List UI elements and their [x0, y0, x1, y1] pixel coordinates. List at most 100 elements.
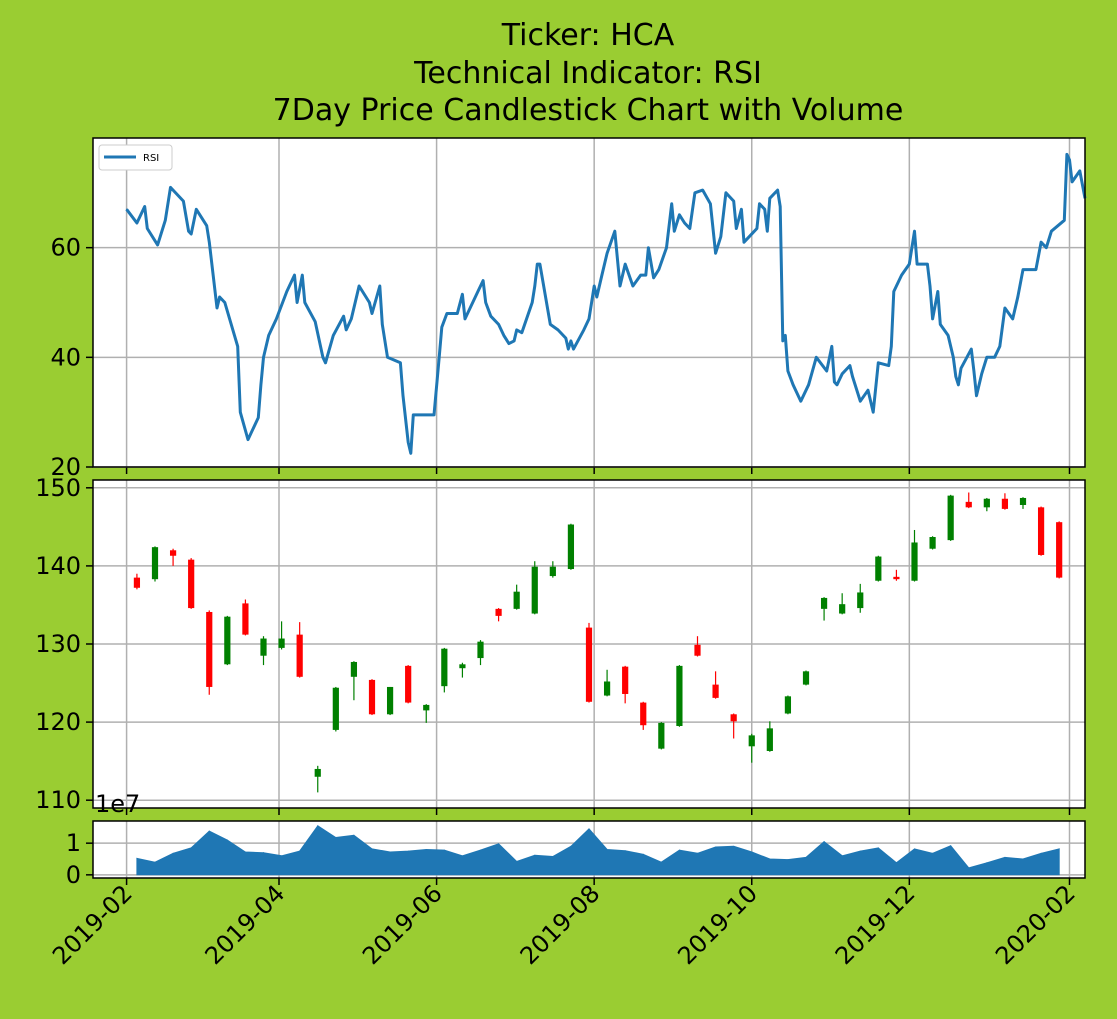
rsi-point-85	[640, 274, 642, 276]
candle-body-44	[929, 537, 936, 549]
volume-point-18	[461, 855, 463, 857]
rsi-point-166	[1063, 219, 1065, 221]
candle-2	[169, 548, 177, 566]
chart-title-line-2: Technical Indicator: RSI	[413, 56, 762, 91]
rsi-point-84	[632, 285, 634, 287]
rsi-point-154	[986, 356, 988, 358]
rsi-point-62	[513, 340, 515, 342]
rsi-point-67	[536, 263, 538, 265]
candle-40	[857, 583, 864, 613]
rsi-point-151	[973, 370, 975, 372]
rsi-point-162	[1035, 269, 1037, 271]
rsi-point-86	[645, 274, 647, 276]
rsi-point-156	[999, 345, 1001, 347]
rsi-point-96	[694, 192, 696, 194]
rsi-point-14	[218, 296, 221, 298]
volume-point-40	[859, 850, 861, 852]
chart-title-line-3: 7Day Price Candlestick Chart with Volume	[273, 93, 904, 128]
rsi-point-15	[224, 301, 226, 304]
candle-body-20	[495, 608, 502, 616]
candle-41	[875, 555, 882, 582]
volume-point-33	[733, 845, 735, 847]
candle-body-36	[784, 696, 792, 714]
rsi-point-36	[358, 285, 360, 287]
rsi-point-97	[702, 189, 704, 191]
rsi-point-65	[531, 301, 533, 304]
rsi-point-75	[583, 329, 585, 331]
candle-22	[531, 561, 538, 615]
volume-point-21	[516, 861, 518, 863]
rsi-point-9	[190, 233, 192, 235]
candle-46	[965, 492, 972, 509]
price-panel: 110 120 130 140 150	[35, 474, 1086, 815]
candle-20	[495, 608, 502, 622]
volume-point-37	[805, 856, 807, 858]
candle-43	[911, 529, 918, 582]
rsi-point-159	[1017, 296, 1019, 298]
rsi-point-26	[296, 301, 298, 304]
rsi-point-29	[314, 321, 316, 323]
rsi-point-155	[993, 356, 996, 358]
rsi-point-126	[849, 364, 851, 367]
candle-body-31	[694, 644, 701, 656]
candle-4	[206, 610, 213, 695]
rsi-point-134	[893, 290, 895, 293]
candle-body-34	[748, 735, 755, 747]
candle-19	[477, 640, 484, 666]
rsi-point-78	[596, 296, 598, 298]
candle-29	[658, 722, 665, 750]
candle-body-43	[911, 542, 918, 581]
rsi-point-8	[187, 230, 190, 232]
price-ytick-label-3: 140	[35, 552, 81, 580]
rsi-point-28	[304, 301, 306, 304]
rsi-point-25	[293, 274, 296, 276]
rsi-point-150	[970, 348, 972, 350]
volume-point-13	[371, 848, 373, 850]
x-tick-label-2: 2019-06	[357, 879, 448, 970]
price-ytick-label-1: 120	[35, 708, 81, 736]
volume-point-32	[715, 846, 717, 848]
rsi-point-165	[1050, 230, 1053, 232]
rsi-point-149	[960, 367, 962, 369]
rsi-ytick-label-1: 40	[50, 343, 81, 371]
rsi-point-105	[743, 241, 745, 243]
rsi-point-80	[606, 252, 608, 254]
candle-28	[640, 701, 647, 730]
rsi-point-95	[689, 227, 691, 230]
candle-body-21	[513, 591, 520, 609]
candle-49	[1019, 497, 1027, 509]
rsi-point-21	[262, 356, 265, 358]
rsi-point-54	[464, 318, 466, 320]
volume-point-34	[751, 851, 753, 853]
volume-point-39	[841, 855, 843, 857]
rsi-point-88	[652, 277, 655, 279]
rsi-point-83	[624, 263, 626, 265]
rsi-point-19	[257, 417, 259, 419]
candle-23	[549, 561, 556, 578]
candle-1	[151, 546, 159, 582]
volume-point-41	[877, 847, 879, 849]
candle-8	[278, 621, 285, 650]
candle-18	[459, 662, 466, 678]
rsi-point-141	[929, 285, 931, 287]
rsi-point-123	[833, 381, 836, 383]
x-tick-label-0: 2019-02	[47, 879, 138, 970]
candle-10	[314, 765, 321, 793]
rsi-point-143	[937, 290, 939, 293]
candle-body-25	[585, 627, 593, 702]
price-ytick-label-0: 110	[35, 786, 81, 814]
volume-point-51	[1058, 848, 1060, 850]
rsi-point-115	[784, 334, 786, 336]
candle-48	[1001, 493, 1009, 510]
rsi-point-30	[322, 356, 324, 358]
candle-body-7	[260, 638, 267, 656]
volume-ytick-label-1: 1	[66, 829, 81, 857]
volume-point-25	[588, 828, 590, 830]
volume-point-5	[226, 839, 228, 841]
rsi-ytick-label-2: 60	[50, 234, 81, 262]
rsi-point-127	[851, 375, 854, 378]
rsi-point-136	[908, 263, 910, 265]
rsi-point-99	[714, 252, 717, 254]
candle-6	[242, 599, 249, 636]
rsi-point-77	[593, 285, 595, 287]
